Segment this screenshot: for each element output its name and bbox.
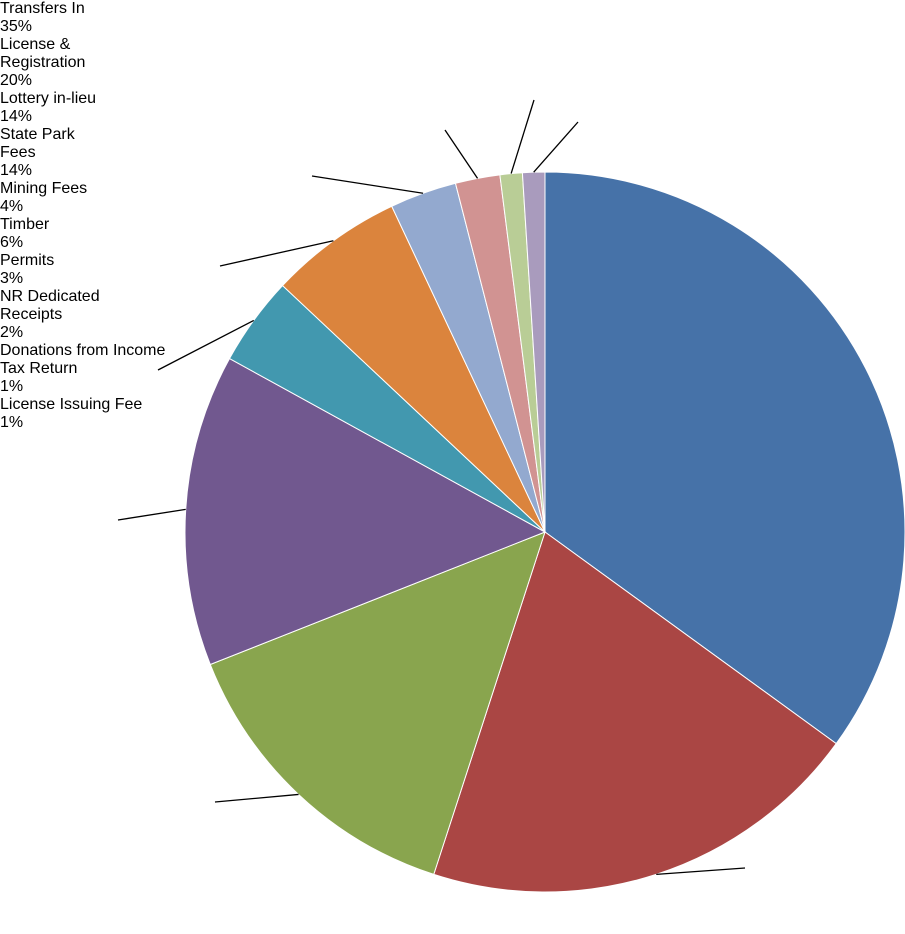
slice-value: 14% [0, 162, 33, 179]
pie-slice [184, 357, 547, 666]
leader-line [656, 867, 746, 876]
slice-value: 1% [0, 378, 24, 395]
leader-line [214, 793, 299, 803]
slice-name: Lottery in-lieu [0, 90, 97, 107]
slice-name: License & Registration [0, 36, 86, 71]
slice-label: Permits 3% [0, 252, 905, 288]
pie-slice [521, 171, 546, 533]
slice-value: 2% [0, 324, 24, 341]
slice-name: Transfers In [0, 0, 85, 17]
pie-slice [281, 205, 546, 533]
pie-slice [544, 171, 905, 745]
slice-name: Donations from Income Tax Return [0, 342, 166, 377]
slice-name: Permits [0, 252, 55, 269]
pie-slice [433, 531, 837, 893]
leader-line [219, 240, 334, 267]
slice-label: License & Registration 20% [0, 36, 130, 90]
leader-line [117, 508, 186, 521]
slice-value: 35% [0, 18, 33, 35]
slice-label: Lottery in-lieu 14% [0, 90, 905, 126]
slice-name: Mining Fees [0, 180, 88, 197]
slice-value: 4% [0, 198, 24, 215]
pie-slice [209, 531, 546, 876]
slice-name: License Issuing Fee [0, 396, 143, 413]
slice-label: Transfers In 35% [0, 0, 905, 36]
slice-name: State Park Fees [0, 126, 75, 161]
leader-line [444, 129, 479, 179]
slice-label: Timber 6% [0, 216, 905, 252]
slice-value: 6% [0, 234, 24, 251]
slice-name: Timber [0, 216, 50, 233]
slice-label: Donations from Income Tax Return 1% [0, 342, 175, 396]
slice-label: License Issuing Fee 1% [0, 396, 905, 432]
slice-value: 1% [0, 414, 24, 431]
leader-line [157, 319, 255, 371]
slice-label: Mining Fees 4% [0, 180, 905, 216]
leader-line [533, 121, 579, 173]
slice-value: 3% [0, 270, 24, 287]
slice-value: 20% [0, 72, 33, 89]
slice-label: State Park Fees 14% [0, 126, 110, 180]
slice-value: 14% [0, 108, 33, 125]
leader-line [311, 175, 424, 194]
slice-label: NR Dedicated Receipts 2% [0, 288, 130, 342]
slice-name: NR Dedicated Receipts [0, 288, 100, 323]
leader-line [510, 99, 535, 174]
